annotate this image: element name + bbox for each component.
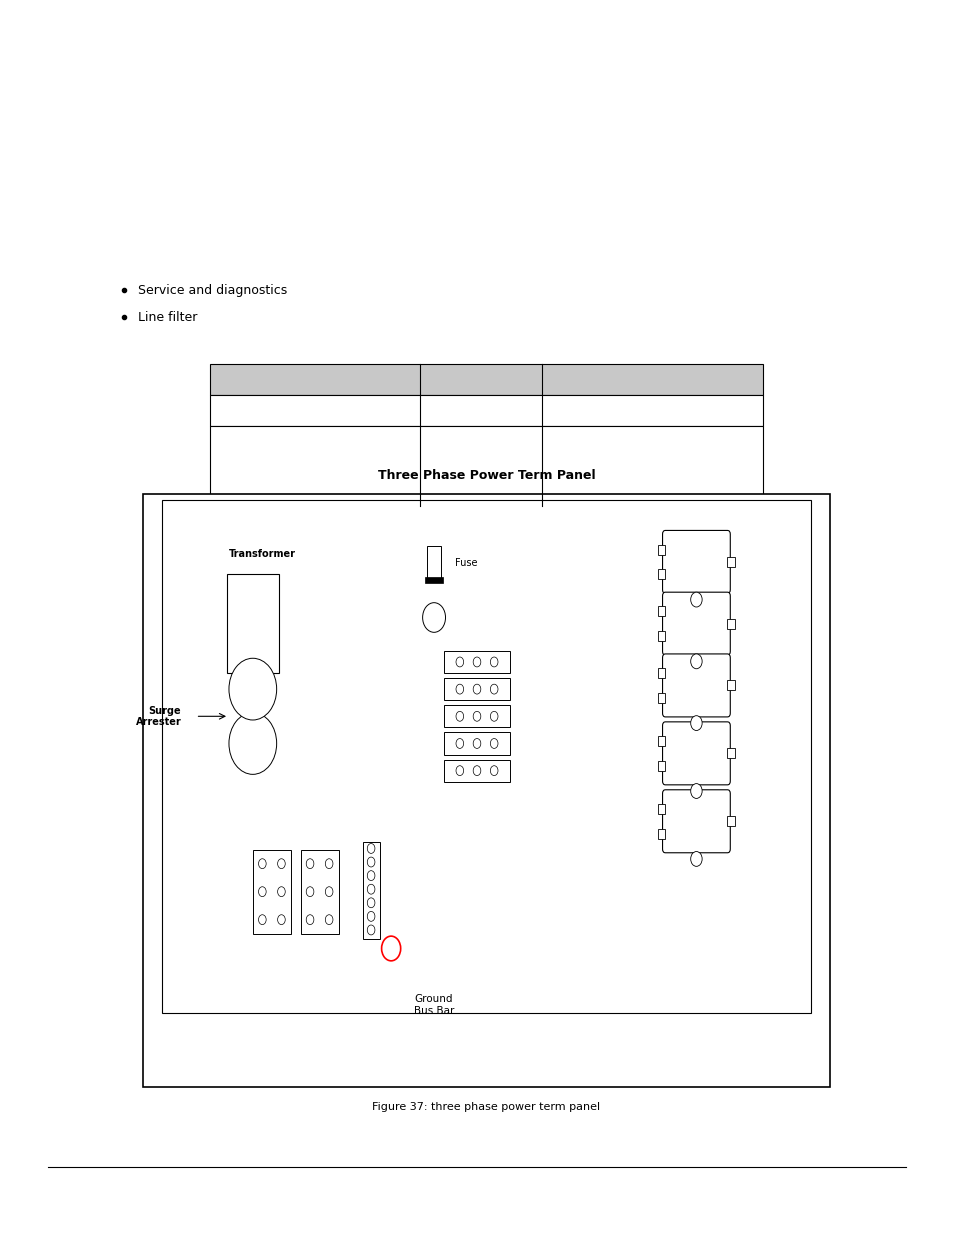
Bar: [162, 500, 810, 1013]
Circle shape: [490, 766, 497, 776]
Circle shape: [490, 739, 497, 748]
Circle shape: [456, 684, 463, 694]
Bar: [726, 816, 734, 826]
Circle shape: [325, 915, 333, 925]
Circle shape: [690, 592, 701, 606]
Circle shape: [473, 684, 480, 694]
Circle shape: [490, 684, 497, 694]
Bar: [443, 705, 510, 727]
Bar: [657, 761, 665, 771]
Text: Line
Filter: Line Filter: [686, 552, 705, 572]
Bar: [657, 736, 665, 746]
Bar: [726, 557, 734, 567]
Circle shape: [367, 884, 375, 894]
Text: Line
Filter: Line Filter: [686, 614, 705, 634]
Circle shape: [258, 887, 266, 897]
Text: Line filter: Line filter: [138, 311, 197, 324]
Bar: [253, 850, 291, 934]
Text: Figure 37: three phase power term panel: Figure 37: three phase power term panel: [372, 1102, 600, 1112]
Circle shape: [490, 657, 497, 667]
Bar: [210, 426, 762, 506]
Circle shape: [367, 871, 375, 881]
Text: Ground
Bus Bar: Ground Bus Bar: [414, 994, 454, 1015]
Circle shape: [456, 766, 463, 776]
Bar: [726, 748, 734, 758]
Bar: [726, 619, 734, 629]
Bar: [726, 680, 734, 690]
Text: Transformer: Transformer: [229, 550, 295, 559]
Bar: [362, 842, 379, 939]
Text: Surge
Arrester: Surge Arrester: [135, 705, 181, 727]
FancyBboxPatch shape: [661, 655, 730, 716]
Circle shape: [422, 603, 445, 632]
Bar: [657, 569, 665, 579]
Circle shape: [456, 657, 463, 667]
Text: ~: ~: [249, 619, 256, 629]
Circle shape: [325, 858, 333, 868]
Bar: [443, 760, 510, 782]
FancyBboxPatch shape: [661, 530, 730, 593]
Bar: [657, 668, 665, 678]
Circle shape: [367, 925, 375, 935]
Circle shape: [456, 739, 463, 748]
FancyBboxPatch shape: [661, 593, 730, 655]
Circle shape: [381, 936, 400, 961]
Text: ~: ~: [249, 643, 256, 653]
Circle shape: [306, 887, 314, 897]
FancyBboxPatch shape: [661, 721, 730, 785]
Circle shape: [473, 739, 480, 748]
Text: Service and diagnostics: Service and diagnostics: [138, 284, 287, 296]
Circle shape: [473, 766, 480, 776]
Text: ~: ~: [249, 594, 256, 604]
Circle shape: [456, 711, 463, 721]
Bar: [227, 574, 279, 673]
Bar: [143, 494, 829, 1087]
Circle shape: [367, 898, 375, 908]
Circle shape: [473, 711, 480, 721]
Circle shape: [258, 915, 266, 925]
Bar: [657, 545, 665, 555]
Circle shape: [277, 858, 285, 868]
Circle shape: [306, 915, 314, 925]
Circle shape: [258, 858, 266, 868]
Circle shape: [690, 852, 701, 867]
Circle shape: [277, 915, 285, 925]
Text: Line
Filter: Line Filter: [686, 811, 705, 831]
Text: Fuse: Fuse: [455, 558, 477, 568]
Circle shape: [306, 858, 314, 868]
Circle shape: [367, 844, 375, 853]
Circle shape: [690, 655, 701, 669]
Text: Line
Filter: Line Filter: [686, 676, 705, 695]
Bar: [210, 364, 762, 395]
Circle shape: [367, 857, 375, 867]
Bar: [657, 693, 665, 703]
Circle shape: [690, 784, 701, 799]
Bar: [443, 651, 510, 673]
FancyBboxPatch shape: [661, 790, 730, 852]
Circle shape: [229, 713, 276, 774]
Bar: [657, 631, 665, 641]
Bar: [425, 577, 442, 583]
Bar: [427, 546, 440, 580]
Bar: [443, 732, 510, 755]
Text: Three Phase Power Term Panel: Three Phase Power Term Panel: [377, 468, 595, 482]
Circle shape: [473, 657, 480, 667]
Circle shape: [325, 887, 333, 897]
Text: Line
Filter: Line Filter: [686, 743, 705, 763]
Circle shape: [690, 716, 701, 731]
Bar: [657, 829, 665, 839]
Bar: [443, 678, 510, 700]
Bar: [657, 804, 665, 814]
Circle shape: [490, 711, 497, 721]
Bar: [300, 850, 338, 934]
Circle shape: [367, 911, 375, 921]
Bar: [657, 606, 665, 616]
Bar: [210, 395, 762, 426]
Circle shape: [229, 658, 276, 720]
Circle shape: [277, 887, 285, 897]
